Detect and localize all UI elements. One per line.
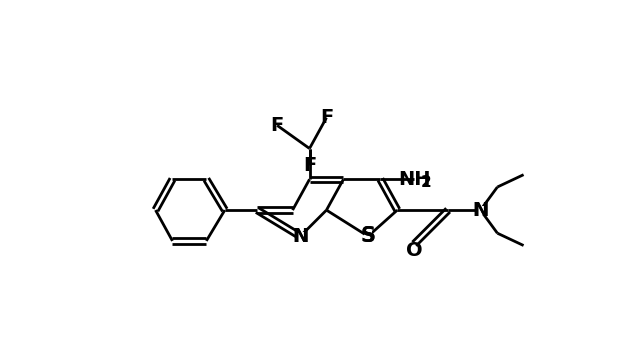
Text: S: S [360, 226, 376, 246]
Text: O: O [406, 241, 422, 260]
Text: NH: NH [398, 170, 431, 189]
Text: N: N [292, 227, 308, 246]
Text: F: F [271, 116, 284, 135]
Bar [296, 232, 305, 241]
Text: N: N [472, 201, 488, 220]
Bar [476, 206, 484, 215]
Text: 2: 2 [420, 175, 431, 190]
Bar [364, 231, 372, 241]
Text: S: S [360, 226, 376, 246]
Text: N: N [472, 201, 488, 220]
Text: F: F [303, 156, 316, 175]
Text: F: F [320, 108, 333, 127]
Text: N: N [292, 227, 308, 246]
